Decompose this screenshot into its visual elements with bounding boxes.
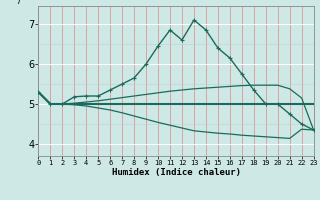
Text: 7: 7	[16, 0, 22, 6]
X-axis label: Humidex (Indice chaleur): Humidex (Indice chaleur)	[111, 168, 241, 177]
